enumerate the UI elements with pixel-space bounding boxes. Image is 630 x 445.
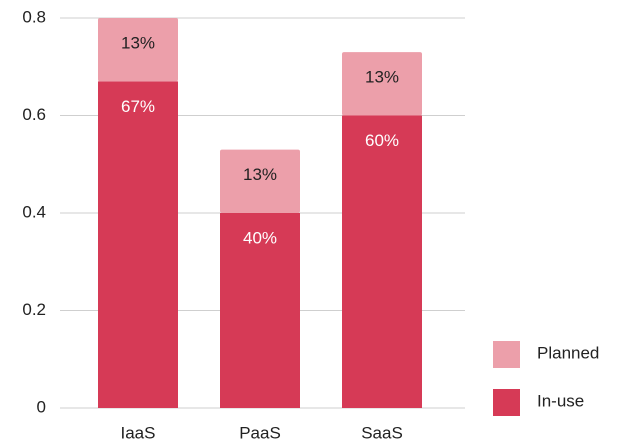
y-tick-label: 0.4 (22, 202, 46, 221)
legend-label: In-use (537, 391, 584, 410)
y-tick-label: 0.2 (22, 300, 46, 319)
data-label: 13% (365, 68, 399, 87)
y-tick-label: 0.6 (22, 105, 46, 124)
y-tick-label: 0.8 (22, 7, 46, 26)
legend-swatch (493, 341, 520, 368)
legend-label: Planned (537, 343, 599, 362)
bar-segment (220, 213, 300, 408)
data-label: 60% (365, 131, 399, 150)
bar-segment (220, 149, 300, 213)
data-label: 67% (121, 97, 155, 116)
bar-segment (98, 18, 178, 82)
data-label: 40% (243, 228, 277, 247)
x-tick-label: IaaS (121, 423, 156, 442)
bar-segment (342, 115, 422, 408)
bar-segment (98, 81, 178, 408)
y-tick-label: 0 (37, 397, 46, 416)
data-label: 13% (121, 33, 155, 52)
x-tick-label: SaaS (361, 423, 403, 442)
x-tick-label: PaaS (239, 423, 281, 442)
data-label: 13% (243, 165, 277, 184)
legend-swatch (493, 389, 520, 416)
bar-segment (342, 52, 422, 116)
